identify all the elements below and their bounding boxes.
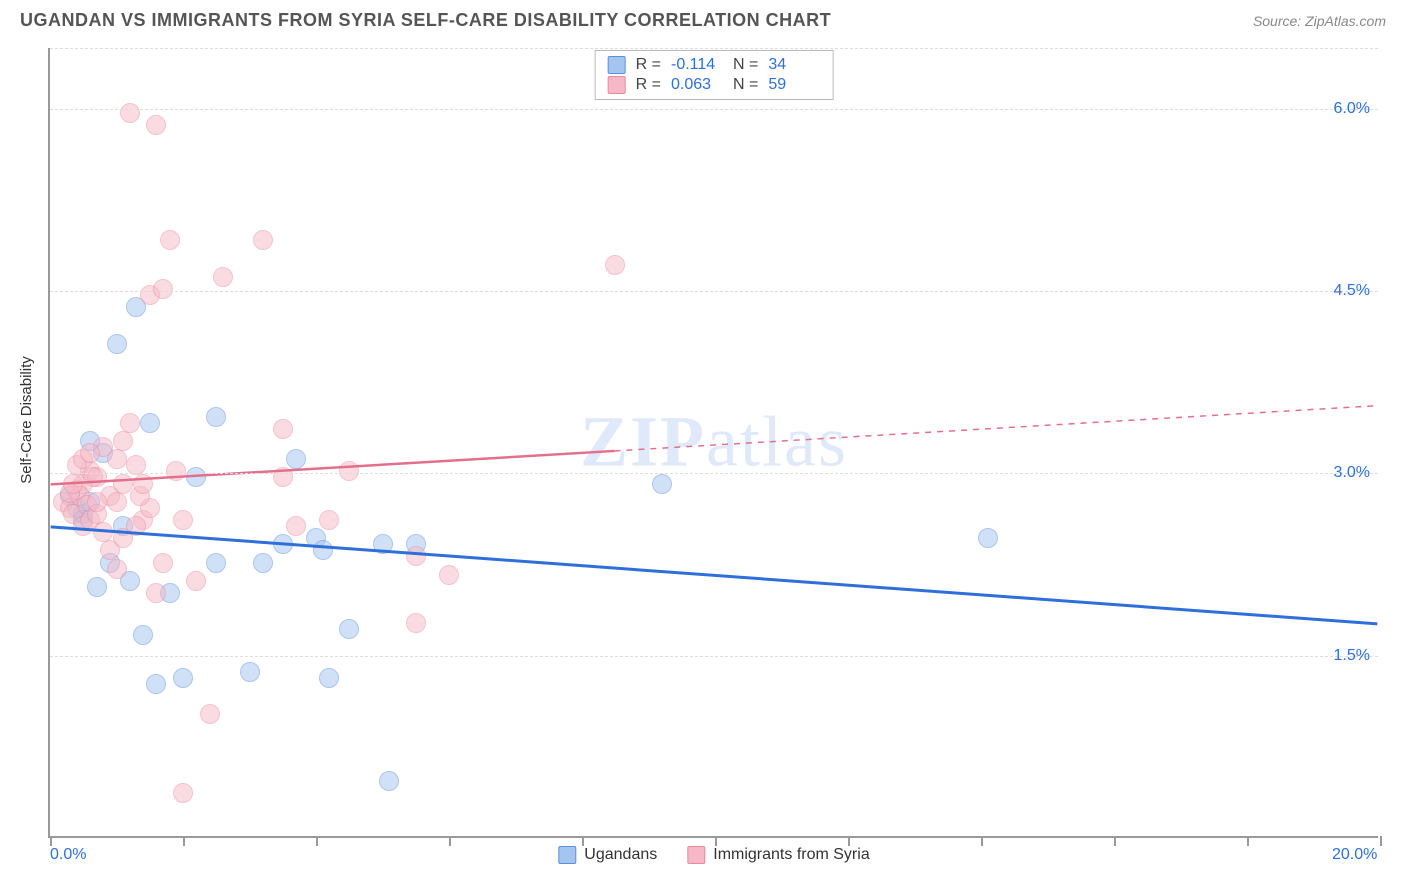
ytick-label: 3.0% (1334, 464, 1370, 482)
r-label: R = (636, 76, 661, 94)
source-label: Source: ZipAtlas.com (1253, 13, 1386, 29)
swatch-series-0 (608, 56, 626, 74)
swatch-icon (687, 846, 705, 864)
y-axis-label: Self-Care Disability (18, 356, 35, 484)
n-value-1: 59 (768, 76, 820, 94)
stat-row-0: R = -0.114 N = 34 (608, 55, 821, 75)
r-value-1: 0.063 (671, 76, 723, 94)
swatch-icon (558, 846, 576, 864)
r-label: R = (636, 56, 661, 74)
xtick-label: 0.0% (50, 846, 86, 864)
legend-label-0: Ugandans (584, 846, 657, 864)
n-label: N = (733, 76, 758, 94)
stat-row-1: R = 0.063 N = 59 (608, 75, 821, 95)
n-label: N = (733, 56, 758, 74)
legend-item-0: Ugandans (558, 846, 657, 864)
r-value-0: -0.114 (671, 56, 723, 74)
ytick-label: 6.0% (1334, 100, 1370, 118)
ytick-label: 4.5% (1334, 282, 1370, 300)
legend-label-1: Immigrants from Syria (713, 846, 869, 864)
ytick-label: 1.5% (1334, 647, 1370, 665)
stat-legend: R = -0.114 N = 34 R = 0.063 N = 59 (595, 50, 834, 100)
n-value-0: 34 (768, 56, 820, 74)
chart-area: ZIPatlas R = -0.114 N = 34 R = 0.063 N =… (48, 48, 1378, 838)
xtick-label: 20.0% (1332, 846, 1377, 864)
trend-lines (50, 48, 1378, 836)
swatch-series-1 (608, 76, 626, 94)
legend-item-1: Immigrants from Syria (687, 846, 869, 864)
chart-title: UGANDAN VS IMMIGRANTS FROM SYRIA SELF-CA… (20, 10, 831, 31)
bottom-legend: Ugandans Immigrants from Syria (558, 846, 869, 864)
